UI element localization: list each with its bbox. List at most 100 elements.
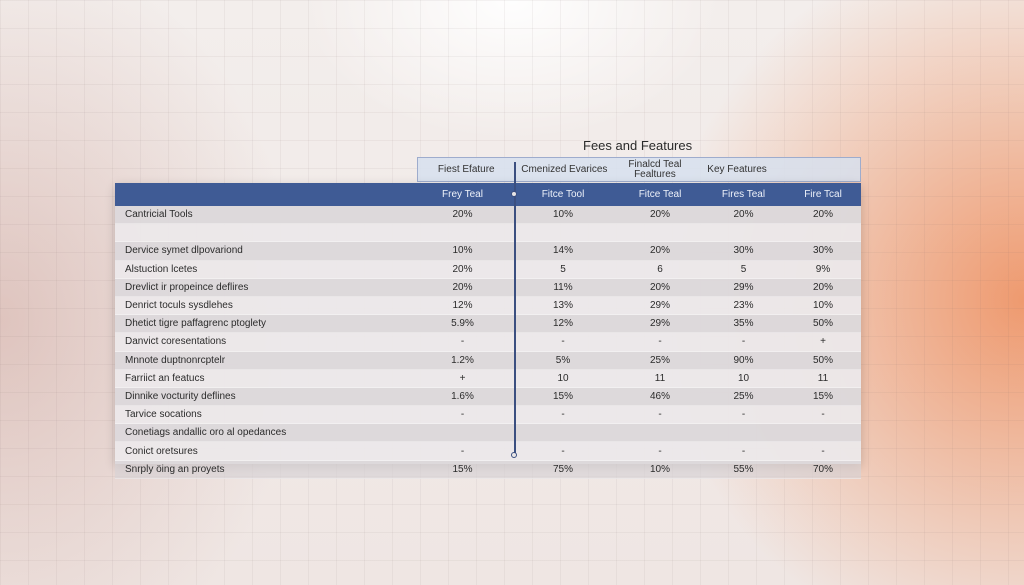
cell: 15% xyxy=(552,390,573,402)
cell: - xyxy=(658,445,662,457)
cell: 20% xyxy=(452,263,473,275)
group-header-row: Fiest Efature Cmenized Evarices Finalcd … xyxy=(417,157,861,182)
group-header-2: Cmenized Evarices xyxy=(521,163,608,175)
cell: - xyxy=(460,445,465,457)
cell: - xyxy=(741,336,746,348)
row-label: Alstuction lcetes xyxy=(125,263,198,275)
cell: 5 xyxy=(560,263,566,275)
table-row: Denrict toculs sysdlehes 12% 13% 29% 23% 10% xyxy=(115,296,861,316)
cell: 25% xyxy=(733,390,754,402)
header-cell-1: Frey Teal xyxy=(442,189,483,200)
cell: 29% xyxy=(649,318,670,330)
row-label: Denrict toculs sysdlehes xyxy=(125,300,233,312)
cell: - xyxy=(561,409,565,421)
row-label: Conetiags andallic oro al opedances xyxy=(125,427,287,439)
column-divider-line xyxy=(514,162,516,455)
cell: - xyxy=(561,445,565,457)
cell: - xyxy=(821,409,825,421)
table-row: Conetiags andallic oro al opedances xyxy=(115,424,861,443)
cell: + xyxy=(820,336,826,348)
row-label: Farriict an featucs xyxy=(125,372,205,384)
table-title: Fees and Features xyxy=(583,138,693,153)
table-body: Cantricial Tools 20% 10% 20% 20% 20% Dervice … xyxy=(115,206,861,479)
divider-bottom-handle xyxy=(511,452,517,458)
cell: 90% xyxy=(733,354,754,366)
cell: 30% xyxy=(733,245,754,257)
cell: 35% xyxy=(733,318,754,330)
cell: 10% xyxy=(552,209,573,221)
cell: 14% xyxy=(552,245,573,257)
table-row xyxy=(115,224,861,243)
cell: 11 xyxy=(654,372,666,384)
group-header-1: Fiest Efature xyxy=(437,163,495,175)
header-cell-4: Fires Teal xyxy=(721,189,766,200)
table-row: Danvict coresentations - - - - + xyxy=(115,333,861,352)
cell: 15% xyxy=(812,390,833,402)
cell: 25% xyxy=(649,354,670,366)
table-row: Alstuction lcetes 20% 5 6 5 9% xyxy=(115,260,861,279)
cell: 20% xyxy=(649,281,670,293)
group-header-3: Finalcd Teal Fealtures xyxy=(628,158,682,180)
table-row: Drevlict ir propeince deflires 20% 11% 20% 2… xyxy=(115,278,861,297)
cell: 12% xyxy=(552,318,573,330)
cell: 5.9% xyxy=(451,318,474,330)
cell: 10 xyxy=(737,372,750,384)
cell: 10 xyxy=(557,372,569,384)
row-label: Mnnote duptnonrcptelr xyxy=(125,354,226,366)
cell: 55% xyxy=(733,463,754,475)
cell: 75% xyxy=(552,463,573,475)
cell: 23% xyxy=(733,300,754,312)
row-label: Drevlict ir propeince deflires xyxy=(125,281,249,293)
fees-features-table: Frey Teal Fitce Tool Fitce Teal Fires Te… xyxy=(115,183,861,479)
cell: 13% xyxy=(552,300,573,312)
cell: - xyxy=(460,336,465,348)
table-row: Mnnote duptnonrcptelr 1.2% 5% 25% 90% 50% xyxy=(115,351,861,370)
group-header-5 xyxy=(778,158,860,181)
cell: 5% xyxy=(555,354,571,366)
cell: - xyxy=(741,409,746,421)
header-cell-2: Fitce Tool xyxy=(541,189,585,200)
cell: - xyxy=(561,336,565,348)
cell: 20% xyxy=(733,209,754,221)
divider-top-handle xyxy=(511,191,517,197)
cell: 29% xyxy=(649,300,670,312)
header-cell-5: Fire Tcal xyxy=(804,189,842,200)
cell: 10% xyxy=(452,245,473,257)
cell: 10% xyxy=(812,300,833,312)
cell: 15% xyxy=(452,463,473,475)
table-row: Dervice symet dlpovariond 10% 14% 20% 30% 30% xyxy=(115,242,861,261)
cell: - xyxy=(821,445,825,457)
cell: 11 xyxy=(817,372,829,384)
row-label: Snrply öing an proyets xyxy=(125,463,225,475)
table-row: Dinnike vocturity deflines 1.6% 15% 46% 25% 1… xyxy=(115,387,861,407)
row-label: Tarvice socations xyxy=(125,409,202,421)
cell: 20% xyxy=(812,209,833,221)
table-header: Frey Teal Fitce Tool Fitce Teal Fires Te… xyxy=(115,183,861,206)
table-row: Farriict an featucs +10 11 10 11 xyxy=(115,369,861,388)
row-label: Conict oretsures xyxy=(125,445,198,457)
cell: 20% xyxy=(452,281,473,293)
row-label: Dinnike vocturity deflines xyxy=(125,390,236,402)
row-label: Dervice symet dlpovariond xyxy=(125,245,243,257)
header-cell-3: Fitce Teal xyxy=(638,189,682,200)
cell: - xyxy=(658,409,662,421)
cell: 20% xyxy=(649,245,670,257)
cell: 10% xyxy=(649,463,670,475)
cell: 20% xyxy=(452,209,473,221)
cell: - xyxy=(460,409,465,421)
cell: 20% xyxy=(649,209,670,221)
cell: 70% xyxy=(812,463,833,475)
cell: 46% xyxy=(649,390,670,402)
cell: 6 xyxy=(657,263,663,275)
cell: 5 xyxy=(740,263,747,275)
row-label: Danvict coresentations xyxy=(125,336,227,348)
cell: 11% xyxy=(553,281,573,293)
row-label: Cantricial Tools xyxy=(125,209,193,221)
cell: 30% xyxy=(812,245,833,257)
cell: 12% xyxy=(452,300,473,312)
cell: 20% xyxy=(812,281,833,293)
cell: 29% xyxy=(733,281,754,293)
cell: - xyxy=(658,336,662,348)
group-header-4: Key Features xyxy=(707,163,767,175)
table-row: Dhetict tigre paffagrenc ptoglety 5.9% 12%… xyxy=(115,315,861,334)
